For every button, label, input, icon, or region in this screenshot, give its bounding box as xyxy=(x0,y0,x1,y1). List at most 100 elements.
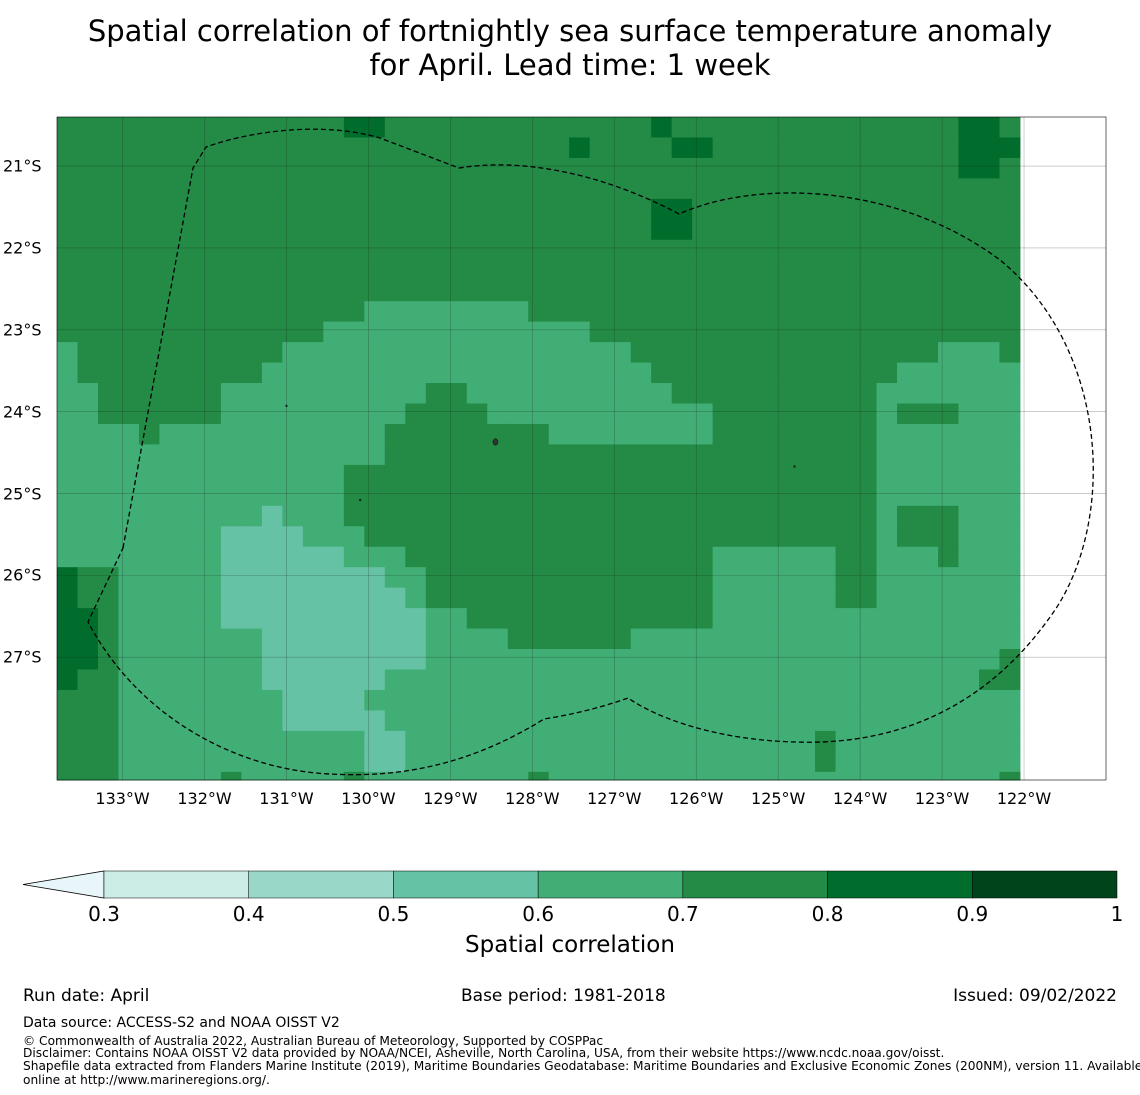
heatmap-cell xyxy=(958,546,980,568)
heatmap-cell xyxy=(57,649,78,670)
heatmap-cell xyxy=(282,567,304,589)
heatmap-cell xyxy=(57,771,78,781)
heatmap-cell xyxy=(220,342,242,364)
heatmap-cell xyxy=(446,505,468,527)
heatmap-cell xyxy=(917,485,939,507)
heatmap-cell xyxy=(589,362,611,384)
heatmap-cell xyxy=(405,403,427,425)
heatmap-cell xyxy=(466,608,488,630)
heatmap-cell xyxy=(282,137,304,159)
heatmap-cell xyxy=(159,178,181,200)
heatmap-cell xyxy=(651,567,673,589)
heatmap-cell xyxy=(57,117,78,138)
heatmap-cell xyxy=(589,219,611,241)
heatmap-cell xyxy=(753,730,775,752)
heatmap-cell xyxy=(507,321,529,343)
heatmap-cell xyxy=(958,117,980,138)
heatmap-cell xyxy=(364,260,386,282)
heatmap-cell xyxy=(528,117,550,138)
heatmap-cell xyxy=(97,505,119,527)
heatmap-cell xyxy=(384,178,406,200)
heatmap-cell xyxy=(446,198,468,220)
heatmap-cell xyxy=(97,608,119,630)
heatmap-cell xyxy=(138,301,160,323)
heatmap-cell xyxy=(138,567,160,589)
heatmap-cell xyxy=(815,587,837,609)
heatmap-cell xyxy=(220,505,242,527)
heatmap-cell xyxy=(651,546,673,568)
heatmap-cell xyxy=(507,423,529,445)
heatmap-cell xyxy=(630,117,652,138)
heatmap-cell xyxy=(876,260,898,282)
heatmap-cell xyxy=(364,444,386,466)
heatmap-cell xyxy=(692,669,714,691)
heatmap-cell xyxy=(712,567,734,589)
heatmap-cell xyxy=(651,464,673,486)
heatmap-cell xyxy=(384,751,406,773)
heatmap-cell xyxy=(241,526,263,548)
heatmap-cell xyxy=(610,710,632,732)
heatmap-cell xyxy=(405,771,427,781)
heatmap-cell xyxy=(589,730,611,752)
heatmap-cell xyxy=(671,321,693,343)
heatmap-cell xyxy=(753,526,775,548)
heatmap-cell xyxy=(692,546,714,568)
heatmap-cell xyxy=(978,117,1000,138)
heatmap-cell xyxy=(138,608,160,630)
heatmap-cell xyxy=(897,546,919,568)
heatmap-cell xyxy=(712,628,734,650)
heatmap-cell xyxy=(876,117,898,138)
heatmap-cell xyxy=(815,689,837,711)
heatmap-cell xyxy=(302,464,324,486)
heatmap-cell xyxy=(364,383,386,404)
heatmap-cell xyxy=(118,464,140,486)
heatmap-cell xyxy=(302,608,324,630)
heatmap-cell xyxy=(241,771,263,781)
heatmap-cell xyxy=(77,730,99,752)
heatmap-cell xyxy=(999,546,1021,568)
heatmap-cell xyxy=(466,178,488,200)
heatmap-cell xyxy=(569,608,591,630)
heatmap-cell xyxy=(405,505,427,527)
gridlines xyxy=(57,117,1106,780)
heatmap-cell xyxy=(630,137,652,159)
heatmap-cell xyxy=(999,260,1021,282)
heatmap-cell xyxy=(241,485,263,507)
heatmap-cell xyxy=(548,301,570,323)
heatmap-cell xyxy=(774,178,796,200)
heatmap-cell xyxy=(57,526,78,548)
heatmap-cell xyxy=(815,219,837,241)
heatmap-cell xyxy=(712,321,734,343)
heatmap-cell xyxy=(897,649,919,670)
heatmap-cell xyxy=(57,157,78,179)
heatmap-cell xyxy=(692,260,714,282)
heatmap-cell xyxy=(692,117,714,138)
heatmap-cell xyxy=(978,444,1000,466)
heatmap-cell xyxy=(364,587,386,609)
heatmap-cell xyxy=(220,280,242,302)
heatmap-cell xyxy=(610,567,632,589)
heatmap-cell xyxy=(200,260,222,282)
heatmap-cell xyxy=(630,383,652,404)
heatmap-cell xyxy=(323,730,345,752)
heatmap-cell xyxy=(425,117,447,138)
heatmap-cell xyxy=(179,301,201,323)
heatmap-cell xyxy=(343,239,365,261)
heatmap-cell xyxy=(999,464,1021,486)
heatmap-cell xyxy=(856,587,878,609)
heatmap-cell xyxy=(569,301,591,323)
heatmap-cell xyxy=(179,649,201,670)
heatmap-cell xyxy=(384,157,406,179)
heatmap-cell xyxy=(466,117,488,138)
heatmap-cell xyxy=(978,342,1000,364)
heatmap-cell xyxy=(220,751,242,773)
heatmap-cell xyxy=(917,260,939,282)
heatmap-cell xyxy=(282,669,304,691)
heatmap-cell xyxy=(999,403,1021,425)
heatmap-cell xyxy=(364,771,386,781)
heatmap-cell xyxy=(774,689,796,711)
heatmap-cell xyxy=(343,669,365,691)
heatmap-cell xyxy=(897,608,919,630)
heatmap-cell xyxy=(241,464,263,486)
heatmap-cell xyxy=(569,649,591,670)
